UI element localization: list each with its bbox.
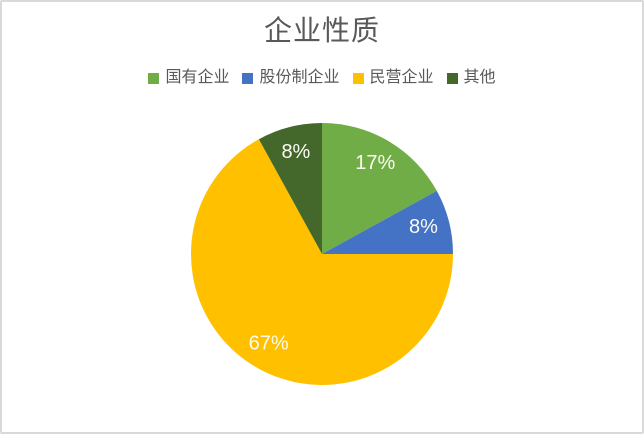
pie-slice-label: 8% — [281, 141, 310, 163]
legend-item-3: 其他 — [446, 69, 496, 86]
pie-slice-2 — [190, 139, 453, 385]
legend-marker-icon — [242, 72, 254, 84]
legend-marker-icon — [352, 72, 364, 84]
chart-title: 企业性质 — [263, 15, 380, 46]
pie-slice-label: 8% — [409, 216, 438, 238]
legend-item-2: 民营企业 — [352, 69, 434, 86]
legend-label: 民营企业 — [369, 69, 434, 86]
pie-slice-0 — [322, 123, 437, 254]
legend-label: 其他 — [463, 69, 496, 86]
chart-legend: 国有企业 股份制企业 民营企业 其他 — [2, 70, 642, 86]
legend-item-1: 股份制企业 — [242, 69, 340, 86]
legend-label: 国有企业 — [165, 69, 230, 86]
pie-slice-3 — [258, 123, 322, 254]
legend-marker-icon — [446, 72, 458, 84]
pie-slice-label: 67% — [249, 332, 289, 354]
legend-label: 股份制企业 — [259, 69, 340, 86]
pie-slice-1 — [322, 190, 453, 254]
pie-slice-label: 17% — [355, 152, 395, 174]
legend-item-0: 国有企业 — [148, 70, 229, 86]
legend-marker-icon — [148, 72, 160, 84]
